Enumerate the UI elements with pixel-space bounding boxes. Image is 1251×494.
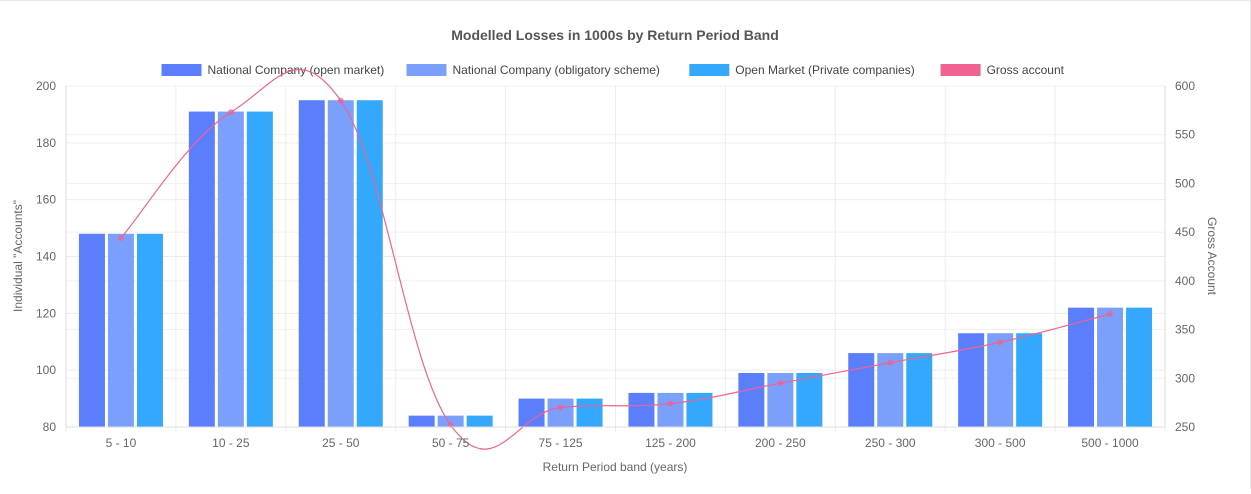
- axes: 80 100 120 140 160 180 200 250 300 350 400 450 500 55…: [36, 79, 1195, 450]
- bar: [576, 398, 603, 427]
- bar: [547, 398, 574, 427]
- top-border: [0, 0, 1251, 1]
- bar: [188, 111, 215, 427]
- y-tick-label: 120: [36, 306, 56, 320]
- legend-label: Open Market (Private companies): [735, 63, 914, 77]
- legend-swatch: [406, 64, 447, 76]
- bar: [298, 100, 325, 427]
- line-layer: [117, 68, 1114, 450]
- x-tick-label: 250 - 300: [865, 436, 916, 450]
- bar: [906, 353, 933, 427]
- bar: [327, 100, 354, 427]
- bar: [987, 333, 1014, 427]
- line-point: [227, 109, 234, 116]
- x-tick-label: 200 - 250: [755, 436, 806, 450]
- y2-tick-label: 250: [1175, 420, 1195, 434]
- bars: [78, 100, 1153, 427]
- y-tick-label: 200: [36, 79, 56, 93]
- bar: [107, 233, 134, 427]
- line-point: [117, 234, 124, 241]
- y2-tick-label: 300: [1175, 371, 1195, 385]
- bar: [1068, 307, 1095, 427]
- legend-swatch: [689, 64, 730, 76]
- line-point: [1107, 310, 1114, 317]
- y-axis-label: Individual "Accounts": [11, 200, 25, 312]
- bar: [848, 353, 875, 427]
- y-tick-label: 140: [36, 250, 56, 264]
- bar: [246, 111, 273, 427]
- x-tick-label: 500 - 1000: [1081, 436, 1139, 450]
- bar: [136, 233, 163, 427]
- bar: [628, 392, 655, 427]
- y2-axis-label: Gross Account: [1205, 217, 1219, 296]
- x-axis-label: Return Period band (years): [543, 460, 688, 474]
- bar: [408, 415, 435, 427]
- bar: [796, 373, 823, 427]
- x-tick-label: 25 - 50: [322, 436, 360, 450]
- y2-tick-label: 450: [1175, 225, 1195, 239]
- line-point: [887, 359, 894, 366]
- bar: [437, 415, 464, 427]
- line-point: [997, 339, 1004, 346]
- y-tick-label: 80: [43, 420, 57, 434]
- x-tick-label: 50 - 75: [432, 436, 470, 450]
- legend-label: Gross account: [987, 63, 1065, 77]
- y-tick-label: 100: [36, 363, 56, 377]
- y2-tick-label: 600: [1175, 79, 1195, 93]
- bar: [518, 398, 545, 427]
- chart-title: Modelled Losses in 1000s by Return Perio…: [451, 27, 779, 43]
- gross-account-line: [120, 68, 1111, 450]
- x-tick-label: 300 - 500: [975, 436, 1026, 450]
- bar: [1126, 307, 1153, 427]
- legend-swatch: [161, 64, 202, 76]
- bar: [657, 392, 684, 427]
- legend-swatch: [940, 64, 981, 76]
- x-tick-label: 125 - 200: [645, 436, 696, 450]
- legend-label: National Company (obligatory scheme): [453, 63, 660, 77]
- y2-tick-label: 350: [1175, 323, 1195, 337]
- bar: [356, 100, 383, 427]
- line-point: [777, 380, 784, 387]
- y2-tick-label: 500: [1175, 176, 1195, 190]
- y2-tick-label: 400: [1175, 274, 1195, 288]
- bar: [1097, 307, 1124, 427]
- line-point: [557, 404, 564, 411]
- bar: [217, 111, 244, 427]
- x-tick-label: 10 - 25: [212, 436, 250, 450]
- bar: [738, 373, 765, 427]
- bar: [78, 233, 105, 427]
- y-tick-label: 160: [36, 193, 56, 207]
- x-tick-label: 5 - 10: [106, 436, 137, 450]
- bar: [686, 392, 713, 427]
- bar: [1016, 333, 1043, 427]
- line-point: [337, 97, 344, 104]
- bar: [466, 415, 493, 427]
- y-tick-label: 180: [36, 136, 56, 150]
- bar: [958, 333, 985, 427]
- x-tick-label: 75 - 125: [539, 436, 583, 450]
- line-point: [667, 400, 674, 407]
- y2-tick-label: 550: [1175, 128, 1195, 142]
